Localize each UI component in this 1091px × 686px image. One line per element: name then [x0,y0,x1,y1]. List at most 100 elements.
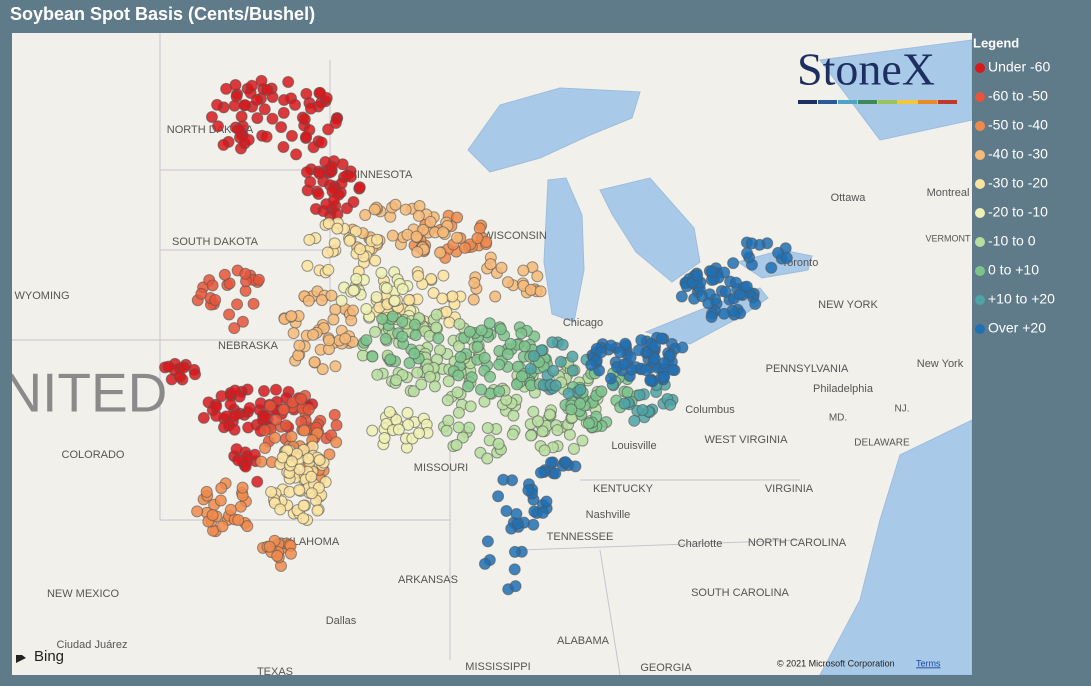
location-dot[interactable] [525,429,538,442]
location-dot[interactable] [313,167,326,180]
location-dot[interactable] [527,349,540,362]
location-dot[interactable] [228,409,241,422]
location-dot[interactable] [437,269,450,282]
location-dot[interactable] [323,448,336,461]
location-dot[interactable] [551,424,564,437]
location-dot[interactable] [327,194,340,207]
location-dot[interactable] [330,436,343,449]
location-dot[interactable] [328,408,341,421]
location-dot[interactable] [215,482,228,495]
location-dot[interactable] [162,360,175,373]
location-dot[interactable] [379,333,392,346]
location-dot[interactable] [452,369,465,382]
location-dot[interactable] [360,334,373,347]
location-dot[interactable] [527,518,540,531]
location-dot[interactable] [251,112,264,125]
location-dot[interactable] [562,387,575,400]
location-dot[interactable] [247,297,260,310]
location-dot[interactable] [705,310,718,323]
location-dot[interactable] [489,290,502,303]
location-dot[interactable] [303,233,316,246]
location-dot[interactable] [386,310,399,323]
location-dot[interactable] [370,291,383,304]
location-dot[interactable] [321,246,334,259]
location-dot[interactable] [289,98,302,111]
location-dot[interactable] [442,414,455,427]
location-dot[interactable] [463,325,476,338]
location-dot[interactable] [300,166,313,179]
location-dot[interactable] [347,196,360,209]
location-dot[interactable] [451,386,464,399]
location-dot[interactable] [277,141,290,154]
location-dot[interactable] [640,364,653,377]
location-dot[interactable] [492,437,505,450]
location-dot[interactable] [209,294,222,307]
location-dot[interactable] [467,293,480,306]
location-dot[interactable] [353,181,366,194]
location-dot[interactable] [177,361,190,374]
location-dot[interactable] [375,266,388,279]
location-dot[interactable] [495,261,508,274]
location-dot[interactable] [556,338,569,351]
location-dot[interactable] [508,563,521,576]
location-dot[interactable] [536,506,549,519]
location-dot[interactable] [258,103,271,116]
location-dot[interactable] [230,443,243,456]
location-dot[interactable] [430,321,443,334]
location-dot[interactable] [741,247,754,260]
location-dot[interactable] [191,505,204,518]
location-dot[interactable] [534,285,547,298]
location-dot[interactable] [413,427,426,440]
location-dot[interactable] [250,93,263,106]
location-dot[interactable] [604,339,617,352]
location-dot[interactable] [215,390,228,403]
location-dot[interactable] [316,363,329,376]
location-dot[interactable] [211,98,224,111]
location-dot[interactable] [543,408,556,421]
location-dot[interactable] [242,421,255,434]
location-dot[interactable] [452,421,465,434]
location-dot[interactable] [277,403,290,416]
location-dot[interactable] [475,383,488,396]
location-dot[interactable] [301,259,314,272]
location-dot[interactable] [224,503,237,516]
location-dot[interactable] [236,481,249,494]
location-dot[interactable] [274,503,287,516]
location-dot[interactable] [507,409,520,422]
location-dot[interactable] [238,99,251,112]
location-dot[interactable] [745,237,758,250]
legend-label[interactable]: -20 to -10 [988,204,1048,220]
location-dot[interactable] [772,246,785,259]
location-dot[interactable] [432,332,445,345]
location-dot[interactable] [376,312,389,325]
location-dot[interactable] [228,322,241,335]
location-dot[interactable] [531,415,544,428]
location-dot[interactable] [408,318,421,331]
location-dot[interactable] [424,215,437,228]
legend-swatch[interactable] [975,63,985,73]
location-dot[interactable] [515,327,528,340]
location-dot[interactable] [255,74,268,87]
location-dot[interactable] [515,370,528,383]
location-dot[interactable] [452,406,465,419]
location-dot[interactable] [471,232,484,245]
location-dot[interactable] [241,520,254,533]
location-dot[interactable] [223,308,236,321]
location-dot[interactable] [411,246,424,259]
location-dot[interactable] [205,110,218,123]
location-dot[interactable] [396,330,409,343]
location-dot[interactable] [354,243,367,256]
location-dot[interactable] [658,370,671,383]
location-dot[interactable] [413,200,426,213]
location-dot[interactable] [427,287,440,300]
location-dot[interactable] [293,339,306,352]
location-dot[interactable] [257,385,270,398]
location-dot[interactable] [733,288,746,301]
location-dot[interactable] [269,383,282,396]
location-dot[interactable] [518,340,531,353]
location-dot[interactable] [212,120,225,133]
location-dot[interactable] [285,129,298,142]
legend-swatch[interactable] [975,208,985,218]
location-dot[interactable] [501,276,514,289]
location-dot[interactable] [275,121,288,134]
